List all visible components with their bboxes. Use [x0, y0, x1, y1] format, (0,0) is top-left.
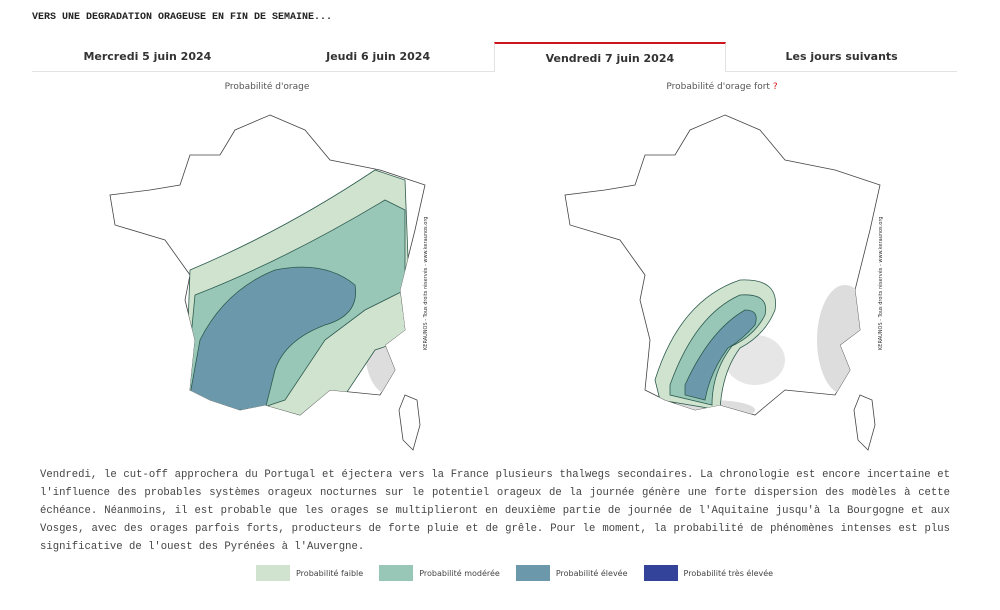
legend-swatch — [643, 565, 678, 581]
zone-elevee — [684, 309, 757, 401]
legend-label: Probabilité très élevée — [683, 568, 774, 578]
legend-swatch — [515, 565, 550, 581]
map-title-text: Probabilité d'orage — [224, 82, 310, 92]
tab[interactable]: Mercredi 5 juin 2024 — [83, 50, 212, 63]
forecast-text: Vendredi, le cut-off approchera du Portu… — [40, 469, 950, 553]
legend-item: Probabilité faible — [256, 565, 363, 581]
watermark: KERAUNOS - Tous droits réservés - www.ke… — [422, 217, 429, 350]
help-link[interactable]: ? — [772, 82, 778, 92]
legend-label: Probabilité modérée — [419, 568, 500, 578]
legend-label: Probabilité élevée — [555, 568, 628, 578]
legend-swatch — [379, 565, 414, 581]
zone-elevee — [189, 266, 357, 411]
corsica — [853, 394, 876, 451]
legend-item: Probabilité modérée — [379, 565, 500, 581]
legend-item: Probabilité très élevée — [643, 565, 774, 581]
tab[interactable]: Les jours suivants — [785, 50, 898, 63]
map-title: Probabilité d'orage fort ? — [557, 82, 887, 92]
map-orage-fort: KERAUNOS - Tous droits réservés - www.ke… — [564, 114, 884, 451]
map-title: Probabilité d'orage — [102, 82, 432, 92]
tab-bar: Mercredi 5 juin 2024 Jeudi 6 juin 2024 V… — [32, 42, 957, 72]
tab[interactable]: Vendredi 7 juin 2024 — [493, 42, 727, 72]
map-title-text: Probabilité d'orage fort — [666, 82, 770, 92]
headline: VERS UNE DEGRADATION ORAGEUSE EN FIN DE … — [32, 12, 333, 23]
legend-item: Probabilité élevée — [515, 565, 628, 581]
legend-swatch — [256, 565, 290, 581]
map-orage: KERAUNOS - Tous droits réservés - www.ke… — [109, 114, 429, 451]
legend-label: Probabilité faible — [296, 568, 364, 578]
corsica — [398, 394, 421, 451]
watermark: KERAUNOS - Tous droits réservés - www.ke… — [877, 217, 884, 350]
legend: Probabilité faible Probabilité modérée P… — [256, 565, 779, 581]
tab[interactable]: Jeudi 6 juin 2024 — [326, 50, 431, 63]
